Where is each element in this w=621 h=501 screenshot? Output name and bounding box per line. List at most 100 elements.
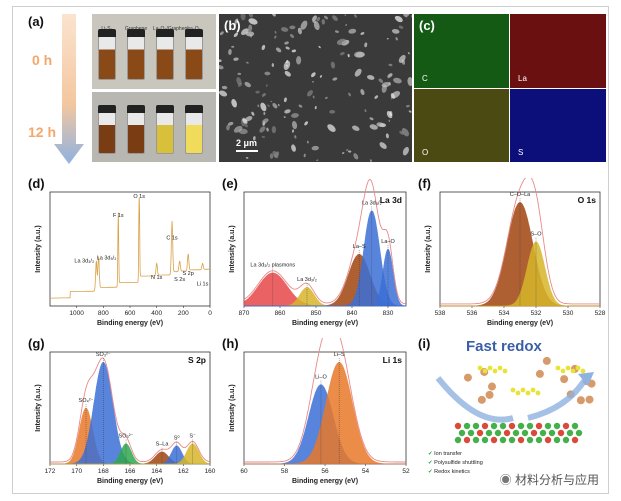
sem-particle <box>394 15 403 23</box>
x-tick-label: 528 <box>595 310 606 317</box>
sem-particle <box>312 95 315 99</box>
sem-particle <box>226 124 230 131</box>
x-tick-label: 54 <box>362 468 370 475</box>
lattice-atom <box>535 422 543 430</box>
sem-particle <box>407 52 410 55</box>
sem-particle <box>379 142 387 149</box>
sem-particle <box>280 27 289 32</box>
sem-particle <box>257 104 260 108</box>
li-ion <box>485 390 494 399</box>
chart-title: La 3d <box>380 195 402 205</box>
x-tick-label: 400 <box>151 310 162 317</box>
peak-label: N 1s <box>151 275 163 281</box>
sem-particle <box>348 28 357 34</box>
sem-particle <box>311 145 319 151</box>
chart-title: S 2p <box>188 355 206 365</box>
li-ion <box>477 395 486 404</box>
sem-particle <box>289 34 295 38</box>
fit-component <box>244 248 407 307</box>
component-label: La 3d₃/₂ <box>297 277 317 283</box>
x-tick-label: 1000 <box>69 310 84 317</box>
x-tick-label: 160 <box>205 468 216 475</box>
x-tick-label: 532 <box>531 310 542 317</box>
x-tick-label: 170 <box>71 468 82 475</box>
y-axis-label: Intensity (a.u.) <box>229 225 236 272</box>
lattice-atom <box>472 422 480 430</box>
polysulfide-atom <box>570 368 576 374</box>
sem-particle <box>265 84 268 87</box>
sem-particle <box>284 41 289 45</box>
x-tick-label: 534 <box>499 310 510 317</box>
x-tick-label: 58 <box>281 468 289 475</box>
x-tick-label: 52 <box>402 468 410 475</box>
sem-particle <box>219 90 228 97</box>
sem-particle <box>284 109 291 114</box>
envelope-line <box>244 338 406 463</box>
eds-label-s: S <box>518 148 524 157</box>
li-ion <box>463 373 472 382</box>
sem-particle <box>336 38 347 46</box>
sem-particle <box>411 15 412 18</box>
li-ion <box>560 375 569 384</box>
vial <box>127 29 145 80</box>
chart-title: Li 1s <box>383 355 403 365</box>
component-label: S⁻ <box>189 434 196 440</box>
sem-particle <box>261 44 266 51</box>
lattice-atom <box>508 422 516 430</box>
panel-c-label: (c) <box>419 18 435 33</box>
lattice-atom <box>517 436 525 444</box>
lattice-atom <box>553 422 561 430</box>
sem-particle <box>374 95 379 99</box>
sem-particle <box>259 126 266 133</box>
sem-particle <box>242 118 248 124</box>
panel-i-label: (i) <box>418 336 431 351</box>
sem-particle <box>285 46 290 50</box>
x-tick-label: 536 <box>467 310 478 317</box>
sem-particle <box>345 24 348 26</box>
sem-particle <box>269 153 274 159</box>
polysulfide-atom <box>525 390 531 396</box>
polysulfide-atom <box>530 387 536 393</box>
lattice-atom <box>539 429 547 437</box>
sem-particle <box>240 14 246 21</box>
sem-particle <box>227 121 234 126</box>
sem-particle <box>236 33 239 35</box>
x-tick-label: 0 <box>208 310 212 317</box>
sem-particle <box>369 117 374 121</box>
x-tick-label: 164 <box>151 468 162 475</box>
lattice-atom <box>463 436 471 444</box>
vial <box>156 29 174 80</box>
sem-particle <box>231 99 237 108</box>
sem-particle <box>260 102 267 112</box>
eds-map-s <box>510 89 606 162</box>
sem-particle <box>321 18 326 25</box>
peak-label: La 3d₃/₂ <box>74 258 94 264</box>
li-ion <box>576 396 585 405</box>
sem-particle <box>283 97 287 103</box>
sem-particle <box>291 129 295 133</box>
component-label: SO₃²⁻ <box>96 352 111 358</box>
component-label: La–O <box>381 239 395 245</box>
time-arrow <box>54 14 84 164</box>
sem-particle <box>388 119 391 123</box>
lattice-atom <box>454 422 462 430</box>
sem-particle <box>219 59 222 63</box>
sem-particle <box>275 47 282 53</box>
polysulfide-atom <box>520 387 526 393</box>
polysulfide-atom <box>575 365 581 371</box>
sem-particle <box>248 24 253 32</box>
sem-particle <box>369 124 378 130</box>
lattice-atom <box>454 436 462 444</box>
lattice-atom <box>544 436 552 444</box>
lattice-atom <box>566 429 574 437</box>
sem-particle <box>334 30 339 33</box>
panel-b-label: (b) <box>224 18 241 33</box>
sem-particle <box>245 31 255 37</box>
sem-particle <box>390 93 396 99</box>
x-axis-label: Binding energy (eV) <box>292 320 358 327</box>
schematic-panel: Fast redox ✔ Ion transfer ✔ Polysulfide … <box>418 338 608 488</box>
polysulfide-atom <box>555 365 561 371</box>
sem-particle <box>354 68 362 77</box>
peak-label: C 1s <box>166 236 178 242</box>
lattice-atom <box>521 429 529 437</box>
